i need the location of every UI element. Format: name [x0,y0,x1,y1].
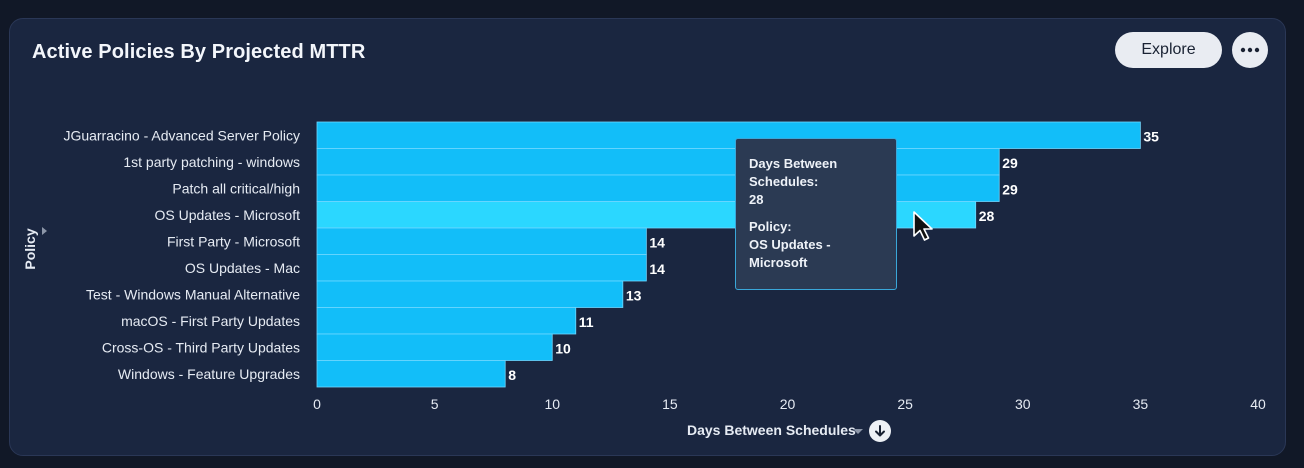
data-label: 8 [508,367,516,383]
data-label: 13 [626,287,642,303]
explore-button[interactable]: Explore [1115,32,1222,68]
bar[interactable] [316,227,647,255]
bar[interactable] [316,280,624,308]
category-label: Patch all critical/high [172,180,300,196]
category-label: OS Updates - Mac [185,260,300,276]
chart-tooltip: Days Between Schedules: 28 Policy: OS Up… [735,138,897,290]
bar-chart: JGuarracino - Advanced Server Policy 35 1s… [63,121,1266,412]
chart-card: Active Policies By Projected MTTR Explor… [9,18,1286,456]
data-label: 28 [979,208,995,224]
category-label: macOS - First Party Updates [121,313,300,329]
bar[interactable] [316,360,506,388]
data-label: 11 [579,314,594,330]
data-label: 10 [555,340,571,356]
data-label: 29 [1002,155,1018,171]
bar[interactable] [316,307,577,335]
bar[interactable] [316,121,1141,149]
x-tick-label: 35 [1133,396,1149,412]
x-tick-label: 25 [897,396,913,412]
more-options-button[interactable] [1232,32,1268,68]
x-tick-label: 20 [780,396,796,412]
sort-descending-button[interactable] [869,420,891,442]
x-tick-label: 10 [544,396,560,412]
data-label: 35 [1143,128,1159,144]
more-horizontal-icon [1240,47,1260,53]
tooltip-label-policy: Policy: [749,219,792,234]
data-label: 29 [1002,181,1018,197]
x-tick-label: 40 [1250,396,1266,412]
category-label: 1st party patching - windows [123,154,300,170]
tooltip-value-days: 28 [749,192,764,207]
category-label: OS Updates - Microsoft [155,207,301,223]
x-axis-sort-caret-icon[interactable] [853,429,863,434]
x-tick-label: 30 [1015,396,1031,412]
bar[interactable] [316,254,647,282]
tooltip-value-policy: OS Updates - Microsoft [749,237,831,270]
category-label: Test - Windows Manual Alternative [86,286,300,302]
category-label: First Party - Microsoft [167,233,300,249]
chart-title: Active Policies By Projected MTTR [32,41,366,63]
mouse-pointer-icon [913,211,933,241]
category-label: JGuarracino - Advanced Server Policy [63,127,300,143]
x-tick-label: 0 [313,396,321,412]
x-tick-label: 5 [431,396,439,412]
x-tick-label: 15 [662,396,678,412]
arrow-down-icon [875,425,885,437]
y-axis-sort-caret-icon[interactable] [42,227,47,235]
category-label: Cross-OS - Third Party Updates [102,339,300,355]
x-axis-title[interactable]: Days Between Schedules [687,422,856,438]
data-label: 14 [649,234,665,250]
bar[interactable] [316,333,553,361]
data-label: 14 [649,261,665,277]
category-label: Windows - Feature Upgrades [118,366,300,382]
tooltip-label-days: Days Between Schedules: [749,156,838,189]
